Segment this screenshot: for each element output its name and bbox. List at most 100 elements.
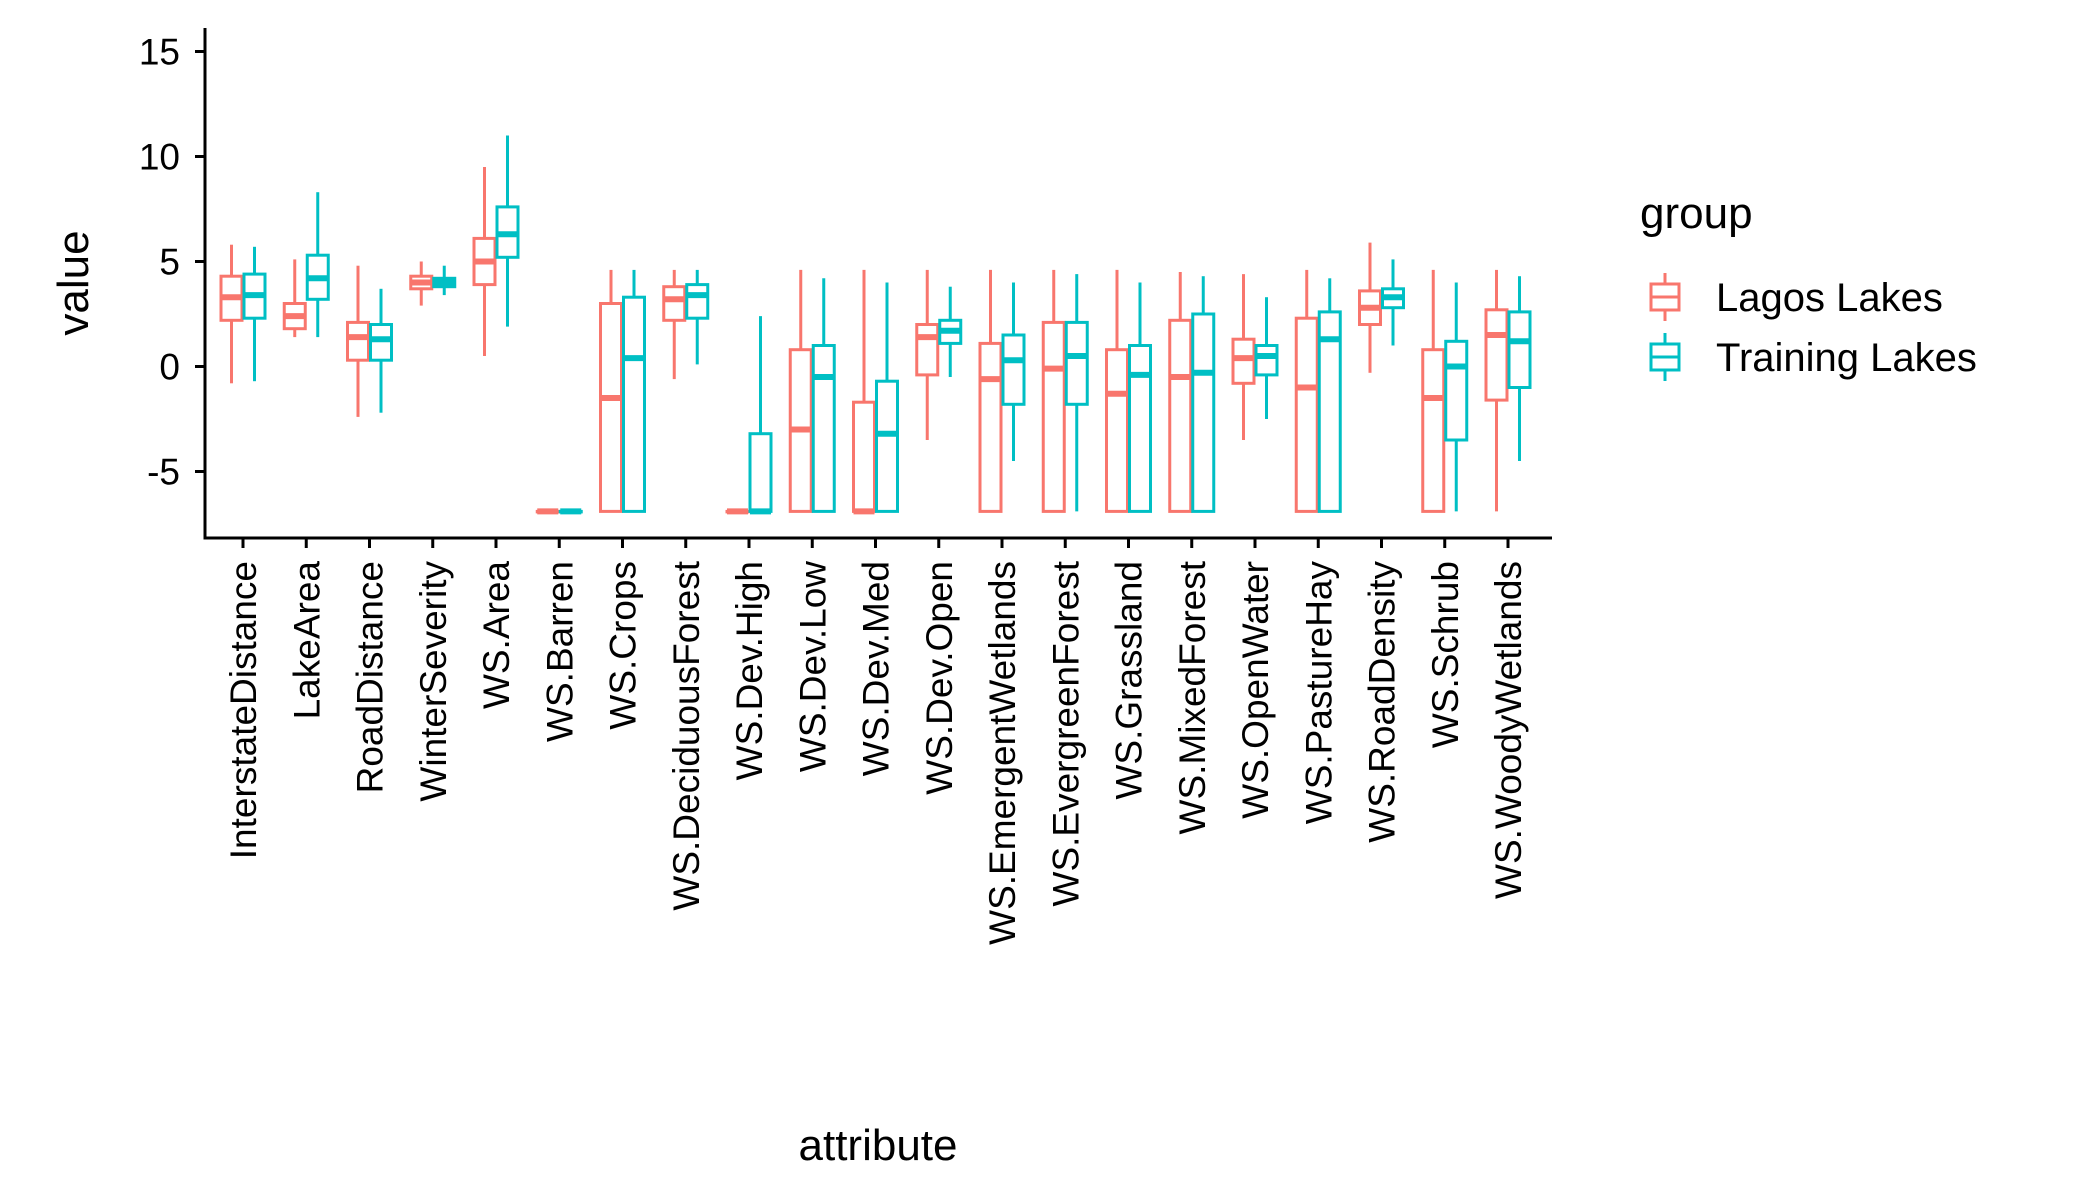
box-group xyxy=(1105,269,1129,513)
box-iqr xyxy=(685,283,710,320)
legend-item: Lagos Lakes xyxy=(1649,273,1943,321)
legend: group Lagos Lakes Training Lakes xyxy=(1640,189,1977,381)
x-tick-label: WS.Dev.Med xyxy=(856,561,897,776)
box-group xyxy=(1507,276,1532,461)
x-tick-label: InterstateDistance xyxy=(223,561,264,859)
box-group xyxy=(409,261,434,306)
box-group xyxy=(1254,297,1279,419)
x-tick-label: WS.Barren xyxy=(539,561,580,742)
box-group xyxy=(495,135,520,327)
box-iqr xyxy=(915,323,940,377)
x-tick-label: RoadDistance xyxy=(350,561,391,793)
box-group xyxy=(432,265,457,296)
box-iqr xyxy=(748,432,773,513)
box-group xyxy=(242,246,267,382)
box-iqr xyxy=(1484,308,1509,402)
x-tick-label: WS.Dev.Low xyxy=(792,561,833,772)
box-iqr xyxy=(978,341,1003,513)
plot-area xyxy=(219,135,1532,515)
box-group xyxy=(622,269,646,513)
box-iqr xyxy=(1317,310,1342,513)
x-tick-label: WS.Dev.High xyxy=(729,561,770,780)
box-group xyxy=(1064,274,1089,512)
box-iqr xyxy=(1254,344,1279,377)
legend-label: Lagos Lakes xyxy=(1716,276,1943,320)
y-axis-title: value xyxy=(49,230,98,335)
box-group xyxy=(472,167,497,356)
y-axis-ticks: -5 0 5 10 15 xyxy=(139,32,205,493)
box-iqr xyxy=(1064,320,1089,406)
box-group xyxy=(662,269,687,380)
y-tick-label: 15 xyxy=(139,32,180,73)
box-iqr xyxy=(1105,348,1129,513)
box-group xyxy=(1168,272,1193,513)
box-iqr xyxy=(1041,320,1066,513)
box-iqr xyxy=(1168,318,1193,513)
box-group xyxy=(599,269,623,513)
box-group xyxy=(1421,269,1446,513)
x-tick-label: WS.Schrub xyxy=(1425,561,1466,748)
y-tick-label: 0 xyxy=(159,347,180,388)
box-group xyxy=(915,269,940,440)
box-group xyxy=(852,269,876,515)
y-tick-label: 5 xyxy=(159,242,180,283)
x-tick-label: LakeArea xyxy=(286,561,327,720)
boxes-layer xyxy=(219,135,1532,515)
box-iqr xyxy=(811,344,836,513)
box-group xyxy=(1381,259,1405,346)
box-group xyxy=(685,269,710,365)
box-iqr xyxy=(1128,344,1152,513)
box-group xyxy=(725,508,750,515)
box-iqr xyxy=(1001,333,1026,406)
box-group xyxy=(748,316,773,515)
box-iqr xyxy=(875,379,899,513)
box-group xyxy=(1041,269,1066,513)
x-tick-label: WS.EmergentWetlands xyxy=(982,561,1023,945)
box-group xyxy=(1128,282,1152,513)
x-tick-label: WS.Area xyxy=(476,561,517,709)
box-iqr xyxy=(1231,337,1256,385)
legend-label: Training Lakes xyxy=(1716,336,1977,380)
box-group xyxy=(875,282,899,513)
legend-keys: Lagos Lakes Training Lakes xyxy=(1649,273,1977,381)
box-group xyxy=(1231,274,1256,440)
box-group xyxy=(1001,282,1026,461)
x-axis-ticks: InterstateDistance LakeArea RoadDistance Wi… xyxy=(223,538,1529,945)
box-group xyxy=(978,269,1003,513)
box-iqr xyxy=(369,323,393,362)
box-iqr xyxy=(1421,348,1446,513)
legend-title: group xyxy=(1640,189,1753,238)
x-tick-label: WS.Grassland xyxy=(1109,561,1150,800)
box-iqr xyxy=(1191,312,1216,513)
x-tick-label: WS.WoodyWetlands xyxy=(1488,561,1529,899)
box-group xyxy=(788,269,813,513)
box-group xyxy=(938,286,963,377)
box-iqr xyxy=(662,285,687,322)
x-tick-label: WS.Dev.Open xyxy=(919,561,960,795)
box-group xyxy=(305,192,330,338)
box-iqr xyxy=(1444,339,1469,442)
box-iqr xyxy=(1294,316,1319,513)
box-iqr xyxy=(346,320,370,362)
x-axis-title: attribute xyxy=(799,1121,958,1170)
x-tick-label: WS.PastureHay xyxy=(1298,561,1339,825)
box-group xyxy=(1294,269,1319,513)
y-tick-label: -5 xyxy=(147,452,180,493)
x-tick-label: WS.OpenWater xyxy=(1235,561,1276,819)
box-group xyxy=(1484,269,1509,512)
x-tick-label: WS.DeciduousForest xyxy=(666,560,707,910)
x-tick-label: WS.Crops xyxy=(603,561,644,730)
box-group xyxy=(1317,278,1342,513)
box-group xyxy=(1358,242,1382,373)
box-iqr xyxy=(599,302,623,513)
box-iqr xyxy=(622,295,646,513)
y-tick-label: 10 xyxy=(139,137,180,178)
box-group xyxy=(811,278,836,513)
box-group xyxy=(346,265,370,417)
x-tick-label: WS.MixedForest xyxy=(1172,560,1213,834)
box-group xyxy=(1191,276,1216,513)
box-group xyxy=(282,259,307,338)
legend-item: Training Lakes xyxy=(1649,333,1977,381)
x-tick-label: WinterSeverity xyxy=(413,561,454,802)
box-group xyxy=(369,288,393,413)
